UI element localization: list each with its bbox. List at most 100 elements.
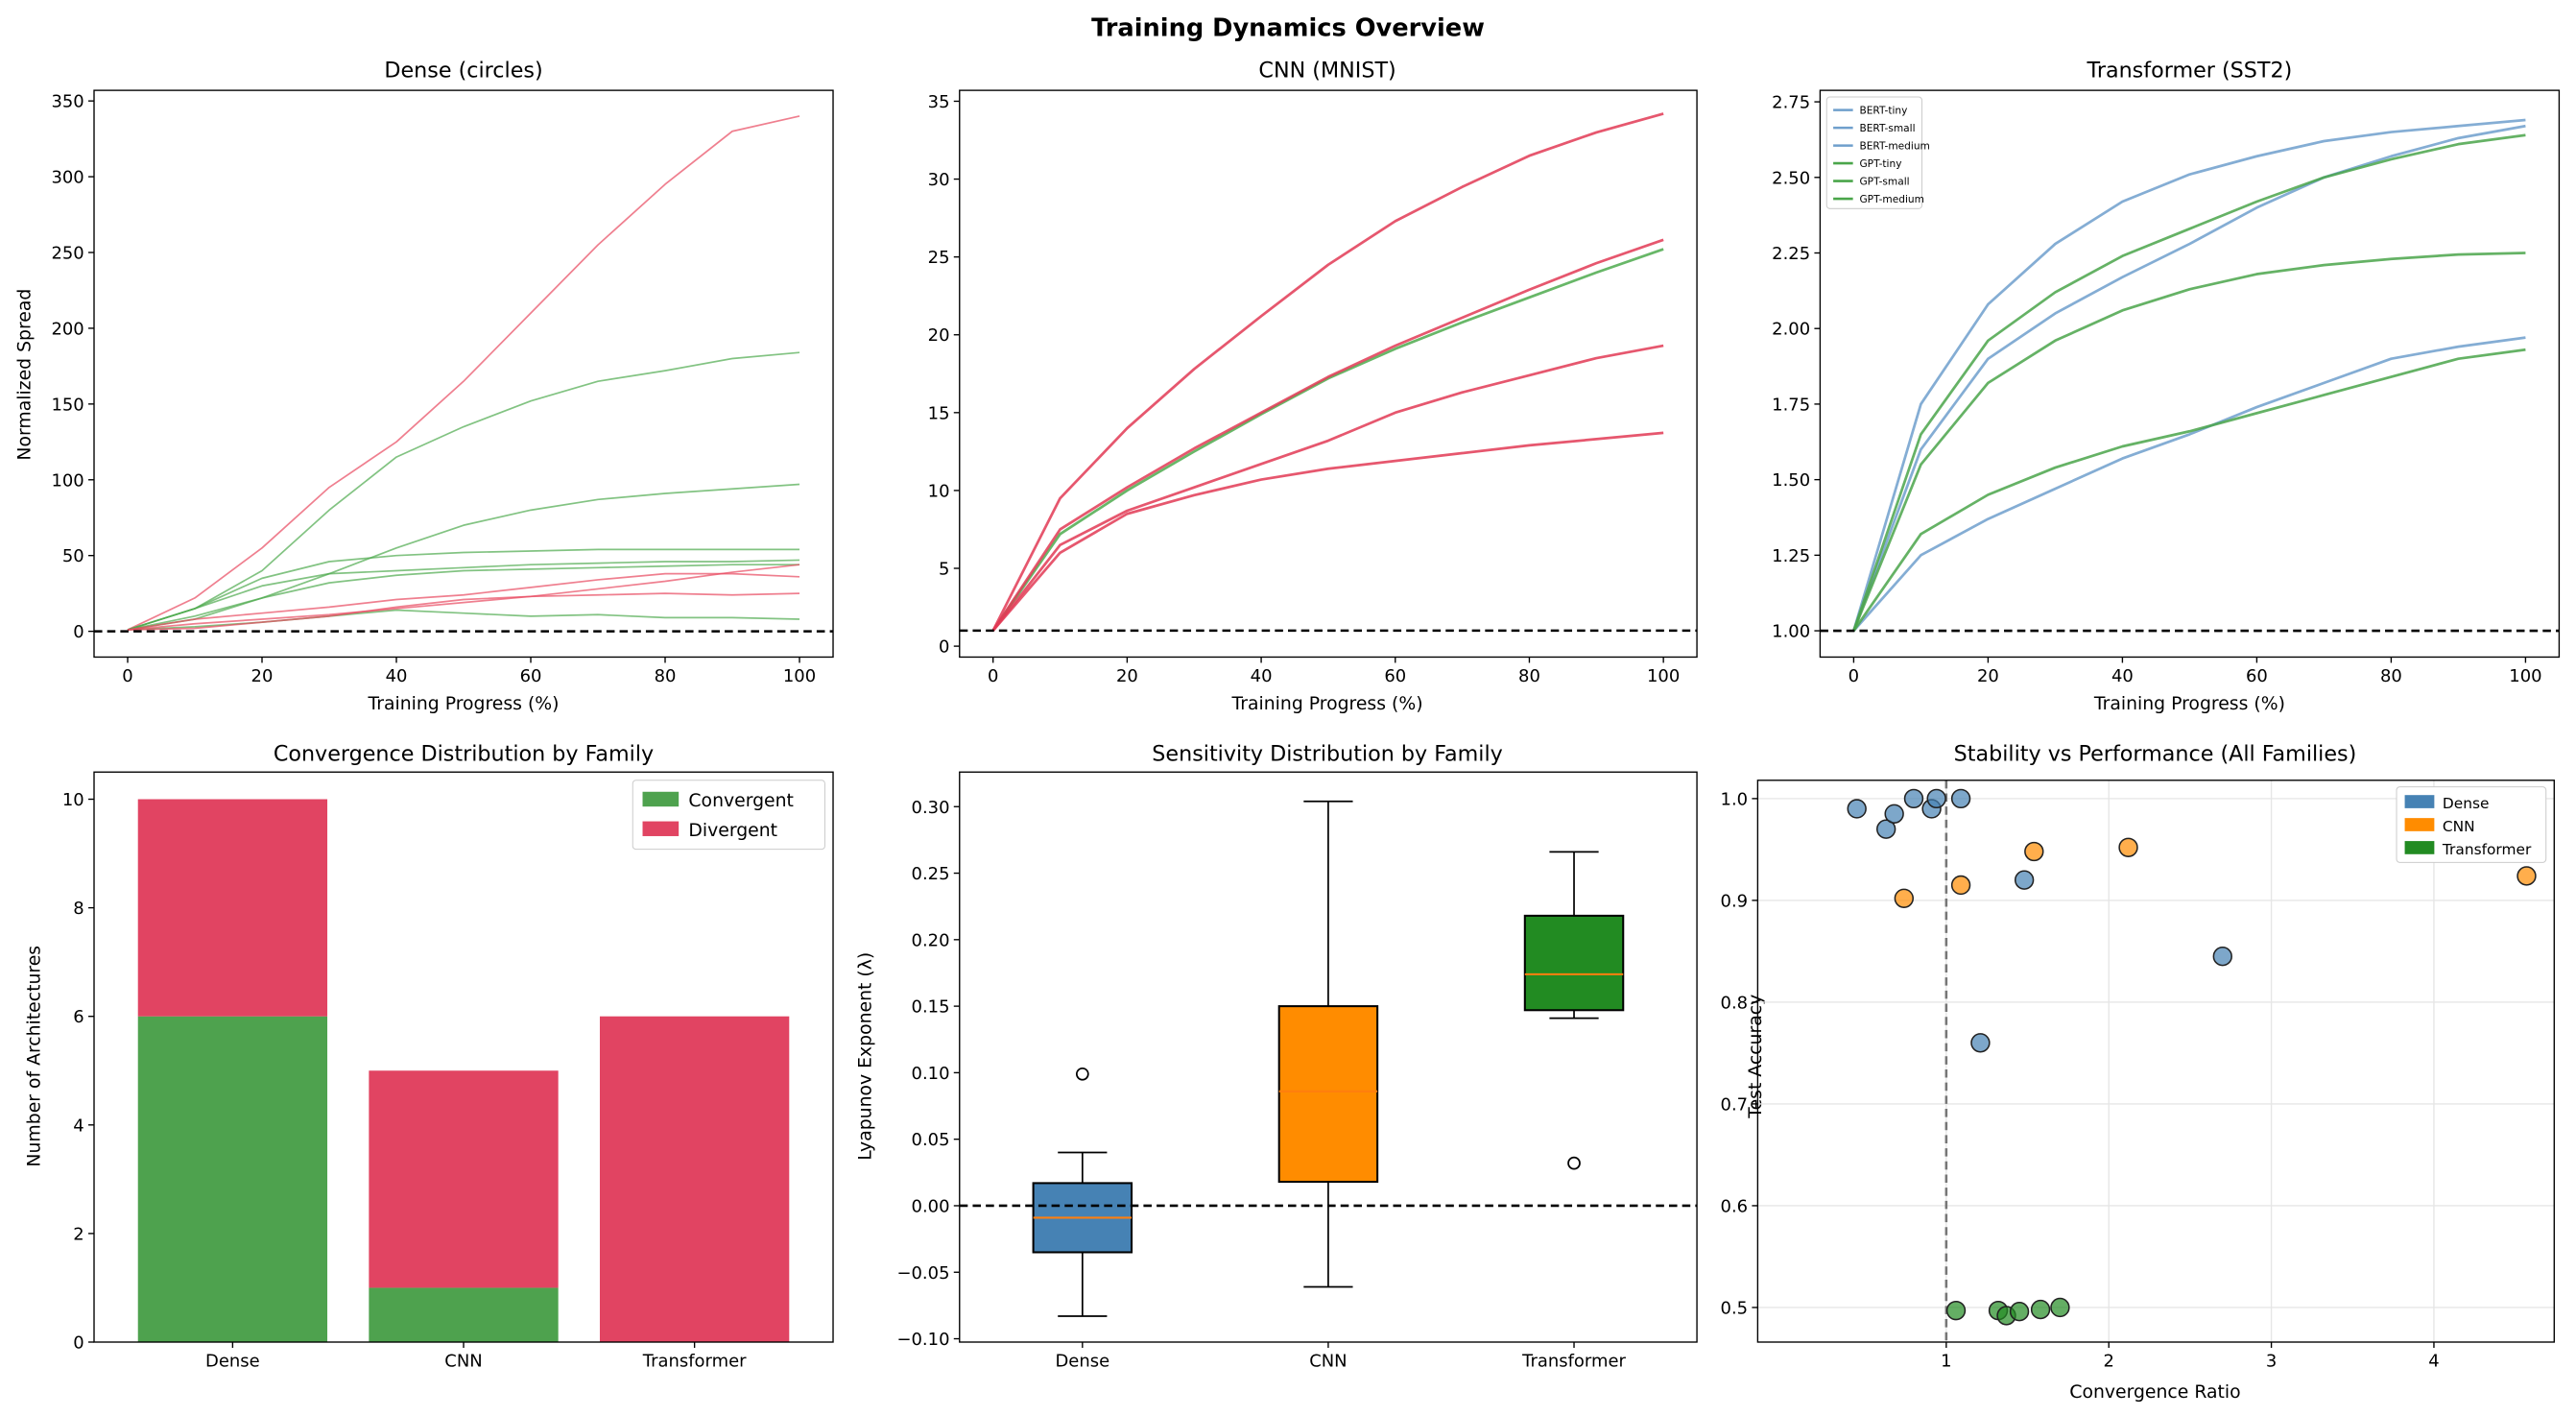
y-tick-label: 8 [73,899,83,919]
y-tick-label: 0.05 [912,1130,950,1150]
y-tick-label: 2.50 [1772,168,1810,188]
y-tick-label: 25 [928,248,950,268]
y-tick-label: 0 [73,1333,83,1354]
series-line [991,248,1664,632]
panel-cnn: CNN (MNIST) Training Progress (%) [1231,58,1423,714]
line-panel-1: 0 20 40 60 80 100 0 5 10 15 20 25 30 35 [928,89,1698,686]
box-dense [1032,1067,1133,1317]
y-tick-label: 50 [62,546,84,566]
scatter-point-dense [1884,804,1904,824]
x-tick-label: CNN [1309,1352,1347,1372]
x-tick-label: 1 [1941,1352,1951,1372]
x-tick-label: 40 [2111,666,2134,686]
bar-convergent [137,1016,328,1342]
scatter-point-transformer [2009,1302,2030,1322]
x-tick-label: 60 [520,666,542,686]
outlier-point [1075,1067,1089,1081]
x-tick-label: 100 [783,666,816,686]
series-line [127,351,800,631]
y-tick-label: 350 [51,92,83,112]
legend-label: GPT-medium [1859,194,1923,205]
y-tick-label: 5 [939,560,949,580]
y-axis-label: Number of Architectures [25,946,45,1167]
x-tick-label: 20 [1116,666,1138,686]
axes-frame [93,89,834,659]
y-tick-label: 10 [928,481,950,501]
y-axis-label: Lyapunov Exponent (λ) [855,952,875,1161]
series-line [1852,118,2526,632]
x-tick-label: 60 [2246,666,2268,686]
y-tick-label: 1.50 [1772,470,1810,491]
line-panel-2: 0 20 40 60 80 100 1.00 1.25 1.50 1.75 2.00 2.25 2.50… [1772,89,2561,686]
panel-dense: Dense (circles) Training Progress (%) No… [14,58,559,714]
series-line [1852,252,2526,632]
legend-swatch [642,821,680,836]
scatter-point-dense [1970,1033,1991,1053]
box-panel: Dense CNN Transformer −0.10 −0.05 0.00 0.05 0.1… [896,771,1698,1372]
axes-frame [1819,89,2561,659]
scatter-point-dense [1847,799,1867,819]
y-tick-label: 15 [928,403,950,423]
x-axis-label: Training Progress (%) [2093,694,2285,714]
legend-label: BERT-small [1859,123,1915,134]
series-line [991,112,1664,632]
bar-panel: Dense CNN Transformer 0 2 4 6 8 10 Convergent Dive… [62,771,834,1372]
y-tick-label: 2.25 [1772,244,1810,264]
y-tick-label: 6 [73,1007,83,1027]
y-tick-label: 1.00 [1772,622,1810,642]
y-tick-label: 30 [928,170,950,190]
series-line [1852,124,2526,632]
x-axis-label: Training Progress (%) [367,694,559,714]
x-axis-label: Training Progress (%) [1231,694,1423,714]
x-tick-label: 60 [1384,666,1406,686]
series-line [127,572,800,631]
scatter-point-cnn [2024,841,2044,862]
y-tick-label: 0.25 [912,864,950,884]
scatter-point-dense [1926,788,1946,809]
series-line [127,483,800,631]
x-tick-label: Transformer [1521,1352,1626,1372]
y-tick-label: 200 [51,319,83,339]
y-tick-label: 0.7 [1721,1094,1749,1115]
scatter-point-transformer [1945,1300,1967,1321]
y-tick-label: 0 [939,637,949,658]
scatter-point-dense [2212,947,2232,967]
scatter-panel: 1 2 3 4 0.5 0.6 0.7 0.8 0.9 1.0 Dense CNN Transforme… [1721,780,2555,1372]
x-axis-label: Convergence Ratio [2069,1382,2240,1403]
x-tick-label: 20 [1977,666,1999,686]
box-cnn [1277,800,1379,1288]
legend-label: GPT-small [1859,176,1909,187]
series-line [991,431,1664,632]
legend-label: BERT-tiny [1859,105,1907,116]
series-line [127,564,800,631]
panel-stability-scatter: Stability vs Performance (All Families) … [1746,741,2356,1403]
outlier-point [1567,1156,1581,1170]
x-tick-label: 40 [386,666,408,686]
y-axis-label: Test Accuracy [1746,995,1766,1119]
series-line [1852,336,2526,632]
y-tick-label: 0.00 [912,1196,950,1216]
x-tick-label: 3 [2266,1352,2277,1372]
scatter-point-transformer [2050,1297,2070,1318]
legend-label: Convergent [688,791,794,811]
y-tick-label: 0.5 [1721,1298,1749,1318]
series-line [127,564,800,631]
bar-divergent [599,1016,790,1342]
x-tick-label: 80 [1518,666,1540,686]
x-tick-label: 20 [251,666,274,686]
x-tick-label: 100 [1647,666,1680,686]
y-tick-label: 0 [73,622,83,642]
legend-swatch [642,791,680,807]
box-iqr [1523,914,1625,1012]
series-line [127,559,800,631]
x-tick-label: 40 [1251,666,1273,686]
scatter-point-cnn [1894,888,1914,908]
y-tick-label: 0.10 [912,1064,950,1084]
x-tick-label: Transformer [642,1352,747,1372]
y-tick-label: 1.25 [1772,546,1810,566]
y-tick-label: 20 [928,325,950,346]
series-line [127,592,800,631]
legend-label: CNN [2443,818,2475,835]
y-tick-label: 0.6 [1721,1196,1749,1216]
